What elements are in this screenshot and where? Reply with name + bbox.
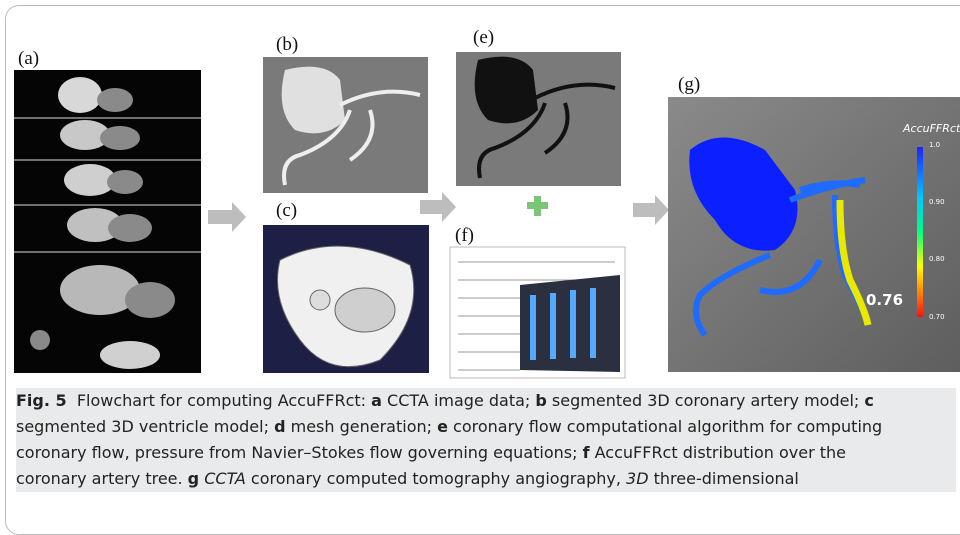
caption-text: coronary flow computational algorithm fo… (448, 417, 882, 436)
caption-text: coronary flow, pressure from Navier–Stok… (16, 443, 583, 462)
colorbar-title: AccuFFRct (903, 122, 960, 135)
colorbar-tick: 0.80 (929, 255, 945, 263)
caption-text: Fig. 5 (16, 391, 67, 410)
caption-text: AccuFFRct distribution over the (590, 443, 846, 462)
caption-text: CCTA (204, 469, 246, 488)
caption: Fig. 5 Flowchart for computing AccuFFRct… (16, 388, 956, 492)
ct-stack (14, 70, 201, 373)
caption-text: Flowchart for computing AccuFFRct: (67, 391, 372, 410)
caption-text: c (864, 391, 873, 410)
caption-line: coronary artery tree. g CCTA coronary co… (16, 466, 956, 492)
panel-label: (a) (18, 48, 39, 70)
caption-line: segmented 3D ventricle model; d mesh gen… (16, 414, 956, 440)
figure-graphics (0, 0, 960, 385)
caption-text: coronary computed tomography angiography… (246, 469, 626, 488)
colorbar-tick: 0.70 (929, 313, 945, 321)
caption-line: coronary flow, pressure from Navier–Stok… (16, 440, 956, 466)
caption-text: g (188, 469, 199, 488)
caption-text: b (535, 391, 546, 410)
panel-label: (b) (276, 34, 298, 56)
caption-text: d (274, 417, 285, 436)
caption-text: e (437, 417, 448, 436)
panel-label: (g) (678, 74, 700, 96)
caption-text: f (583, 443, 590, 462)
colorbar-tick: 0.90 (929, 198, 945, 206)
caption-text: mesh generation; (286, 417, 438, 436)
panel-label: (f) (455, 225, 474, 247)
caption-text: segmented 3D coronary artery model; (547, 391, 865, 410)
image-g (668, 97, 960, 372)
caption-text: a (371, 391, 382, 410)
caption-text: segmented 3D ventricle model; (16, 417, 274, 436)
caption-text: 3D (626, 469, 649, 488)
caption-text: coronary artery tree. (16, 469, 188, 488)
colorbar (917, 147, 923, 317)
colorbar-tick: 1.0 (929, 141, 940, 149)
caption-text: three-dimensional (649, 469, 799, 488)
page: {"panels": [ {"label": "(a)"}, {"label":… (0, 0, 960, 521)
value-annotation: 0.76 (866, 291, 903, 309)
panel-label: (e) (473, 27, 494, 49)
caption-text: CCTA image data; (382, 391, 535, 410)
panel-label: (c) (276, 200, 297, 222)
caption-line: Fig. 5 Flowchart for computing AccuFFRct… (16, 388, 956, 414)
